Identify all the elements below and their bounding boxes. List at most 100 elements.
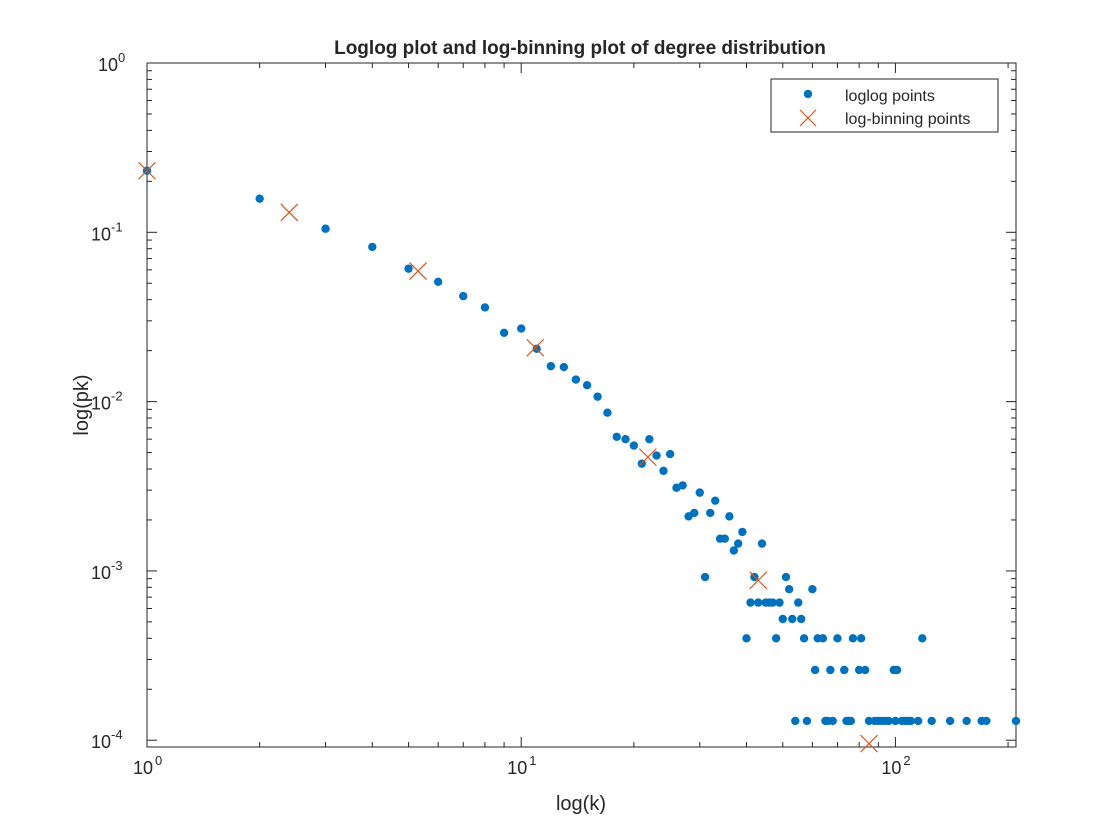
data-point-log-binning: [138, 161, 156, 180]
x-tick-label: 10: [881, 758, 901, 778]
data-point-loglog: [659, 466, 668, 476]
data-point-loglog: [559, 362, 569, 372]
data-point-loglog: [891, 716, 900, 726]
data-point-loglog: [781, 572, 791, 582]
data-point-loglog: [255, 194, 264, 203]
data-point-loglog: [754, 598, 763, 607]
data-point-loglog: [856, 634, 866, 643]
data-point-loglog: [746, 598, 755, 607]
data-point-loglog: [906, 716, 916, 726]
data-point-loglog: [612, 432, 621, 441]
y-tick-label: 10: [91, 394, 111, 414]
data-point-loglog: [621, 434, 630, 444]
data-point-loglog: [945, 716, 955, 726]
y-axis-label: log(pk): [71, 374, 93, 435]
data-point-log-binning: [860, 734, 878, 753]
data-point-log-binning: [638, 448, 657, 467]
data-point-loglog: [480, 303, 490, 312]
x-tick-label-exponent: 0: [155, 753, 162, 768]
data-point-loglog: [690, 508, 699, 518]
data-point-loglog: [433, 277, 443, 287]
data-point-loglog: [571, 375, 581, 384]
legend-marker-log-binning: [799, 109, 817, 127]
data-point-loglog: [629, 441, 639, 450]
data-point-loglog: [742, 634, 751, 643]
data-point-loglog: [1011, 716, 1021, 726]
data-point-loglog: [828, 716, 837, 726]
data-point-loglog: [927, 716, 936, 726]
data-point-loglog: [720, 534, 730, 543]
data-point-loglog: [860, 665, 870, 675]
data-point-loglog: [546, 361, 556, 371]
data-point-loglog: [796, 614, 806, 624]
data-point-loglog: [729, 546, 739, 555]
data-point-log-binning: [526, 338, 545, 357]
y-tick-label-exponent: -2: [111, 389, 123, 404]
data-point-loglog: [768, 598, 777, 607]
data-point-loglog: [700, 572, 710, 582]
legend-marker-loglog: [803, 89, 813, 99]
data-point-loglog: [846, 716, 856, 726]
x-tick-label-exponent: 1: [529, 753, 536, 768]
data-point-loglog: [459, 291, 468, 301]
data-point-log-binning: [409, 262, 427, 281]
x-marker-stroke: [860, 734, 878, 753]
data-point-loglog: [582, 381, 592, 390]
x-axis-tick-labels: 10 0 10 1 10 2: [133, 753, 911, 778]
y-tick-label-exponent: -1: [111, 219, 123, 234]
data-point-loglog: [791, 716, 800, 726]
data-point-loglog: [733, 539, 743, 548]
chart-title: Loglog plot and log-binning plot of degr…: [334, 38, 826, 59]
data-point-loglog: [404, 264, 413, 273]
data-point-loglog: [738, 527, 747, 537]
data-point-loglog: [810, 665, 820, 675]
data-point-loglog: [321, 224, 330, 233]
data-point-loglog: [778, 614, 787, 624]
data-point-loglog: [725, 512, 734, 521]
plot-area: [146, 62, 1017, 748]
data-point-loglog: [517, 324, 526, 333]
data-point-loglog: [593, 392, 602, 401]
legend-box: [770, 78, 999, 133]
data-point-loglog: [808, 584, 817, 594]
data-point-loglog: [962, 716, 971, 726]
data-point-loglog: [711, 496, 720, 505]
data-point-loglog: [799, 634, 809, 643]
data-point-loglog: [665, 449, 675, 459]
data-point-loglog: [757, 539, 767, 548]
legend: loglog points log-binning points: [770, 78, 999, 133]
data-point-loglog: [775, 598, 784, 607]
data-point-loglog: [918, 634, 927, 643]
y-tick-label: 10: [91, 732, 111, 752]
data-point-loglog: [784, 584, 794, 594]
x-marker-stroke: [409, 262, 427, 281]
data-point-loglog: [645, 434, 654, 444]
data-point-loglog: [695, 488, 704, 497]
series-log-binning-points: [138, 161, 878, 753]
x-marker-stroke: [280, 203, 299, 222]
data-point-log-binning: [280, 203, 299, 222]
data-point-loglog: [794, 598, 803, 607]
x-tick-label: 10: [507, 758, 527, 778]
data-point-loglog: [833, 634, 842, 643]
data-point-loglog: [826, 665, 835, 675]
y-tick-label: 10: [98, 55, 118, 75]
data-point-loglog: [854, 665, 864, 675]
data-point-loglog: [848, 634, 858, 643]
x-axis-label: log(k): [556, 793, 606, 815]
x-marker-stroke: [749, 571, 768, 590]
data-point-loglog: [603, 408, 612, 417]
series-loglog-points: [142, 166, 1021, 726]
data-point-loglog: [788, 614, 797, 624]
data-point-loglog: [706, 508, 715, 518]
x-axis-ticks: [146, 63, 1009, 747]
data-point-loglog: [678, 481, 687, 490]
y-axis-ticks: [147, 62, 1016, 741]
y-tick-label-exponent: -4: [111, 727, 123, 742]
data-point-loglog: [840, 665, 849, 675]
y-tick-label-exponent: 0: [118, 50, 125, 65]
x-marker-stroke: [138, 161, 156, 180]
x-tick-label-exponent: 2: [903, 753, 910, 768]
